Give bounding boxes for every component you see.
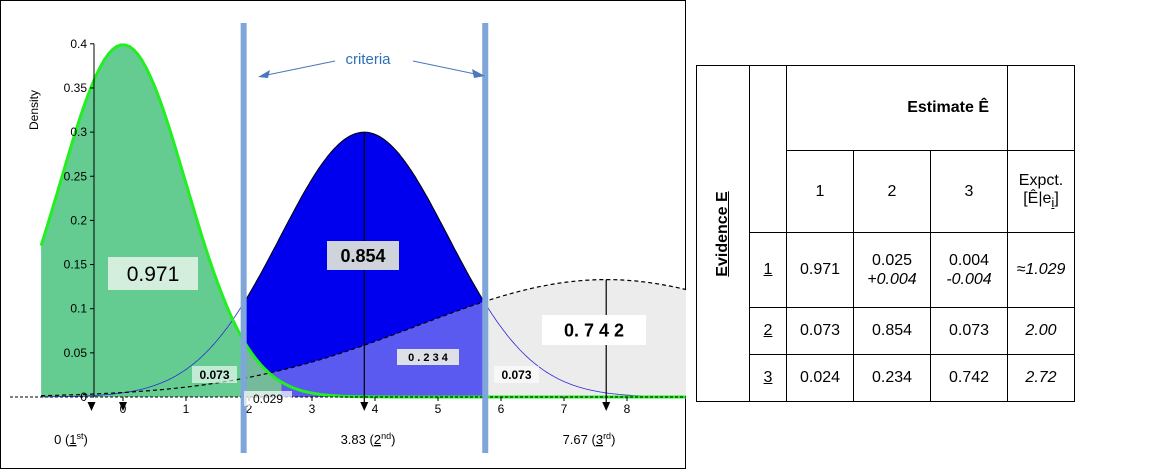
mean-label: 0 (1st) xyxy=(54,431,88,447)
x-tick-label: 3 xyxy=(309,402,316,416)
table-cell: 0.234 xyxy=(853,353,931,403)
x-tick-label: 2 xyxy=(246,402,253,416)
annotation-0742: 0. 7 4 2 xyxy=(564,320,624,340)
y-tick-label: 0.2 xyxy=(70,213,87,227)
col-label-1: 1 xyxy=(786,150,854,234)
table-cell: ≈1.029 xyxy=(1007,232,1075,308)
area-first xyxy=(41,44,282,398)
y-tick-label: 0.35 xyxy=(64,81,88,95)
table-cell: 0.854 xyxy=(853,306,931,355)
col-label-expct: Expct. [Ê|ei] xyxy=(1007,150,1075,234)
y-tick-label: 0.05 xyxy=(64,346,88,360)
mean-label: 7.67 (3rd) xyxy=(563,431,616,447)
annotation-layer: 0 (1st) 3.83 (2nd) 7.67 (3rd) 0.971 0.854 0. … xyxy=(54,241,646,447)
table-cell: 0.073 xyxy=(930,306,1008,355)
table-cell: 0.025 +0.004 xyxy=(853,232,931,308)
annotation-0854: 0.854 xyxy=(340,246,385,266)
x-tick-label: 1 xyxy=(183,402,190,416)
annotation-0971-bg xyxy=(108,257,198,290)
estimate-table: Evidence E Estimate Ê 1 2 3 Expct. [Ê|ei… xyxy=(696,64,1075,403)
table-cell: 2.00 xyxy=(1007,306,1075,355)
y-tick-label: 0.25 xyxy=(64,169,88,183)
table-row: 3 0.024 0.234 0.742 2.72 xyxy=(697,353,1075,403)
axes: 0 0.05 0.1 0.15 0.2 0.25 0.3 0.35 0.4 0 1 2 3 4 5 6 7 8 De… xyxy=(10,37,686,416)
criteria-arrowhead-left xyxy=(258,70,270,78)
row-label: 3 xyxy=(749,353,787,403)
criteria-arrow-right xyxy=(412,60,481,76)
x-tick-label: 6 xyxy=(498,402,505,416)
area-first-overlap xyxy=(243,340,282,397)
row-label: 2 xyxy=(749,306,787,355)
table-cell: 0.024 xyxy=(786,353,854,403)
annotation-0029: 0.029 xyxy=(253,392,283,406)
table-cell: 0.742 xyxy=(930,353,1008,403)
estimate-header: Estimate Ê xyxy=(786,64,1008,152)
table-cell: 0.004 -0.004 xyxy=(930,232,1008,308)
x-tick-label: 0 xyxy=(120,402,127,416)
annotation-0029-bg xyxy=(244,391,292,406)
y-tick-label: 0.3 xyxy=(70,125,87,139)
table-cell: 0.971 xyxy=(786,232,854,308)
table-row: 1 0.971 0.025 +0.004 0.004 -0.004 ≈1.029 xyxy=(697,232,1075,308)
evidence-header-cell: Evidence E xyxy=(696,65,750,402)
y-tick-label: 0.4 xyxy=(70,37,87,51)
table-cell: 2.72 xyxy=(1007,353,1075,403)
annotation-0073-left-bg xyxy=(192,366,237,383)
criteria-label: criteria xyxy=(345,51,391,68)
x-tick-label: 7 xyxy=(561,402,568,416)
estimate-table-container: Evidence E Estimate Ê 1 2 3 Expct. [Ê|ei… xyxy=(696,64,1075,403)
criterion-line xyxy=(240,23,247,453)
y-tick-label: 0 xyxy=(80,390,87,404)
y-axis-label: Density xyxy=(27,90,41,130)
criteria-lines: criteria xyxy=(240,23,489,453)
curve-third xyxy=(41,279,686,397)
blank-header-cell xyxy=(1007,64,1075,152)
blank-corner xyxy=(749,64,787,234)
y-tick-label: 0.15 xyxy=(64,258,88,272)
annotation-0742-bg xyxy=(542,315,646,345)
annotation-0971: 0.971 xyxy=(127,263,180,286)
x-tick-label: 4 xyxy=(372,402,379,416)
annotation-0073-right: 0.073 xyxy=(501,368,531,382)
chart-area: 0 0.05 0.1 0.15 0.2 0.25 0.3 0.35 0.4 0 1 2 3 4 5 6 7 8 De… xyxy=(0,0,686,469)
annotation-0073-right-bg xyxy=(494,366,539,383)
x-tick-label: 8 xyxy=(624,402,631,416)
density-chart: 0 0.05 0.1 0.15 0.2 0.25 0.3 0.35 0.4 0 1 2 3 4 5 6 7 8 De… xyxy=(0,0,686,469)
mean-arrow xyxy=(602,402,611,411)
annotation-0234: 0 . 2 3 4 xyxy=(408,352,449,364)
criteria-arrow-left xyxy=(261,60,336,77)
col-label-3: 3 xyxy=(930,150,1008,234)
mean-label: 3.83 (2nd) xyxy=(341,431,396,447)
row-label: 1 xyxy=(749,232,787,308)
criteria-arrowhead-right xyxy=(472,69,485,78)
annotation-0854-bg xyxy=(327,241,399,270)
criterion-line xyxy=(482,23,489,453)
annotation-0073-left: 0.073 xyxy=(199,368,229,382)
col-label-2: 2 xyxy=(853,150,931,234)
axis-arrow xyxy=(87,402,96,411)
evidence-label: Evidence E xyxy=(714,190,731,277)
table-row: 2 0.073 0.854 0.073 2.00 xyxy=(697,306,1075,355)
mean-arrow xyxy=(119,402,127,411)
x-tick-label: 5 xyxy=(435,402,442,416)
annotation-0234-bg xyxy=(397,349,459,365)
curve-second-left xyxy=(41,302,244,398)
table-cell: 0.073 xyxy=(786,306,854,355)
y-tick-label: 0.1 xyxy=(70,302,87,316)
curve-second xyxy=(243,131,486,304)
mean-arrow xyxy=(360,402,369,411)
